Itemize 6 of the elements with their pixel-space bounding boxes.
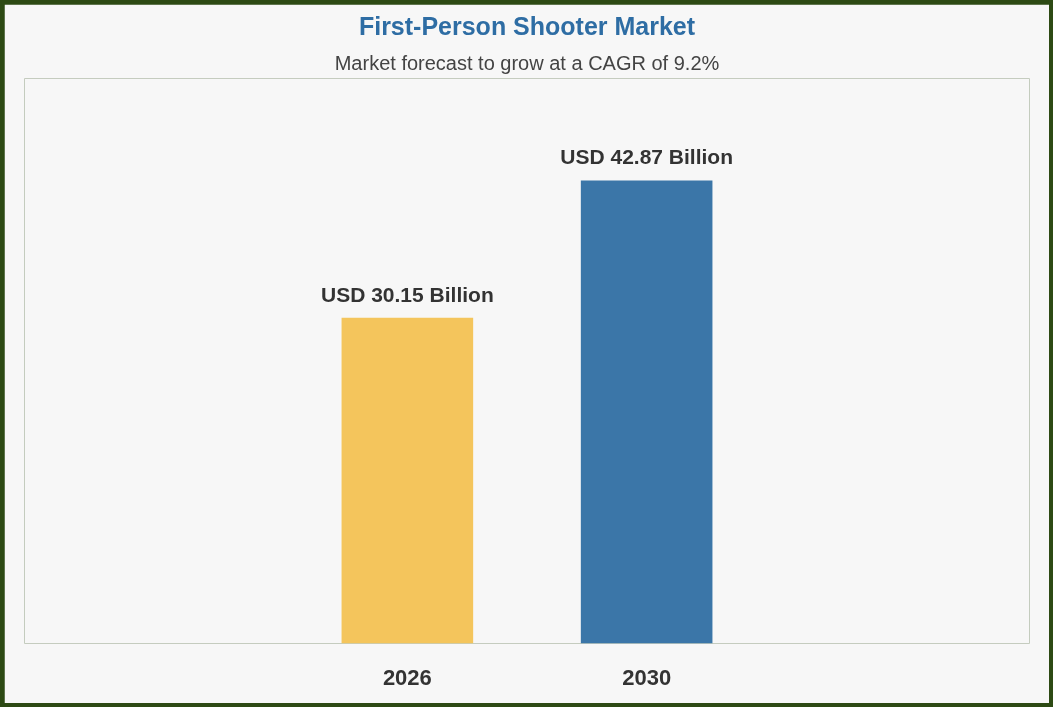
chart-title: First-Person Shooter Market xyxy=(358,11,696,40)
x-tick-label: 2026 xyxy=(382,664,432,690)
data-label: USD 30.15 Billion xyxy=(321,282,494,306)
chart-subtitle: Market forecast to grow at a CAGR of 9.2% xyxy=(334,51,720,74)
data-label: USD 42.87 Billion xyxy=(560,145,733,169)
x-tick-label: 2030 xyxy=(622,664,672,690)
